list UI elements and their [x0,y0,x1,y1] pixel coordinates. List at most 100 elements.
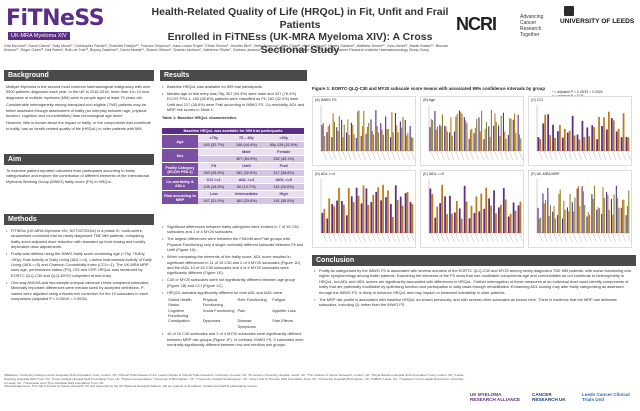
bar-mark [382,134,384,151]
methods-text: FiTNEss (UK-MRA Myeloma XIV; NCT03720041… [6,228,152,303]
bar-mark [539,138,542,151]
domain-item: Role Functioning [237,296,267,302]
x-tick-label [386,233,391,243]
bar-mark [494,113,496,151]
x-tick-label [401,233,405,243]
conclusion-heading: Conclusion [312,255,636,266]
bar-mark [333,121,335,151]
bar-mark [625,137,628,151]
footer: Affiliations: ¹University College London… [4,373,464,389]
bar-mark [489,136,491,151]
domain-item: Disease Symptoms [237,318,256,329]
x-tick-label [563,233,568,243]
bar-mark [352,124,354,151]
x-tick-label [333,151,337,161]
bar-mark [390,137,392,151]
bar-mark [602,187,604,233]
bar-mark [429,127,431,151]
x-tick-label [499,151,504,161]
bar-mark [586,216,588,233]
domain-item: Cognitive Functioning [168,307,189,319]
x-tick-label [323,151,327,161]
bar-mark [569,193,571,233]
acknowledgements: Acknowledgements: This trial is funded b… [4,384,258,389]
bar-mark [499,135,501,151]
figure-panel: (B) Age [420,96,524,166]
x-tick-label [328,233,332,243]
bar-mark [512,119,514,151]
bar-mark [386,128,388,151]
bar-mark [502,112,505,151]
bar-mark [540,217,542,233]
bar-mark [559,189,561,233]
bar-mark [461,113,463,151]
fitness-logo-sub: UK-MRA Myeloma XIV [8,32,70,40]
title-line-2: Enrolled in FiTNEss (UK-MRA Myeloma XIV)… [167,31,433,56]
x-tick-label [357,233,361,243]
bar-mark [411,203,414,233]
x-tick-label [333,233,337,243]
bar-mark [451,213,453,233]
bar-mark [476,118,478,151]
x-tick-label [396,233,401,243]
background-para-2: Considerable heterogeneity among transpl… [6,102,147,119]
x-tick-label [381,233,386,243]
x-tick-label [597,233,602,243]
bar-mark [342,137,344,151]
bar-mark [440,126,442,151]
bar-mark [347,119,349,151]
table-col: IADL <=5 [263,176,304,184]
bar-mark [370,119,372,151]
bar-mark [355,187,358,233]
bar-mark [498,207,500,233]
results-more-list: Significant differences between frailty … [162,224,305,296]
conclusion-item: The MRP risk profile is associated with … [314,297,634,308]
bar-mark [581,120,584,151]
x-tick-label [352,233,357,243]
x-tick-label [593,151,597,161]
bar-mark [573,135,576,151]
bar-mark [336,200,338,233]
bar-mark [449,132,451,151]
figure-panel: (C) CCI [528,96,632,166]
panel-label: (A) IMWG FS [315,98,337,102]
bar-mark [515,132,517,151]
bar-mark [568,211,570,233]
row-label-risk: Risk according to MRP [162,190,198,205]
x-tick-label [455,151,460,161]
bar-mark [606,191,608,233]
methods-item: One-way ANOVA and two-sample unequal var… [6,280,152,302]
bar-mark [507,216,510,233]
bar-mark [518,134,521,151]
bar-mark [544,200,547,233]
bar-mark [326,218,329,233]
bar-mark [456,113,458,151]
figure-title: Figure 1: EORTC-QLQ-C30 and MY20 subscal… [312,86,546,91]
bar-mark [469,129,472,151]
bar-mark [573,211,575,233]
bar-mark [471,128,473,151]
table-cell: 180 (33.5%) [229,197,264,205]
row-label-age: Age [162,134,198,149]
bar-mark [412,138,414,151]
bar-mark [371,131,373,151]
table-cell: 60 (10.7%) [229,183,264,191]
x-tick-label [475,233,479,243]
bar-mark [390,204,392,233]
bar-mark [331,204,334,233]
bar-mark [366,126,368,151]
bar-mark [458,110,460,151]
table-cell: 183 (32.7%) [198,141,230,149]
bar-mark [576,134,579,151]
panel-chart [536,179,631,243]
bar-mark [502,188,505,233]
bar-mark [557,215,559,233]
x-tick-label [342,151,347,161]
bar-mark [592,198,594,233]
results-item: 10 of 15 C30 subscales and 2 of 4 MY20 s… [162,331,305,347]
results-item: When comparing the elements of the frail… [162,254,305,276]
x-tick-label [347,233,352,243]
methods-heading: Methods [4,214,154,225]
bar-mark [458,208,461,233]
panel-label: (D) ADL <=4 [315,172,335,176]
